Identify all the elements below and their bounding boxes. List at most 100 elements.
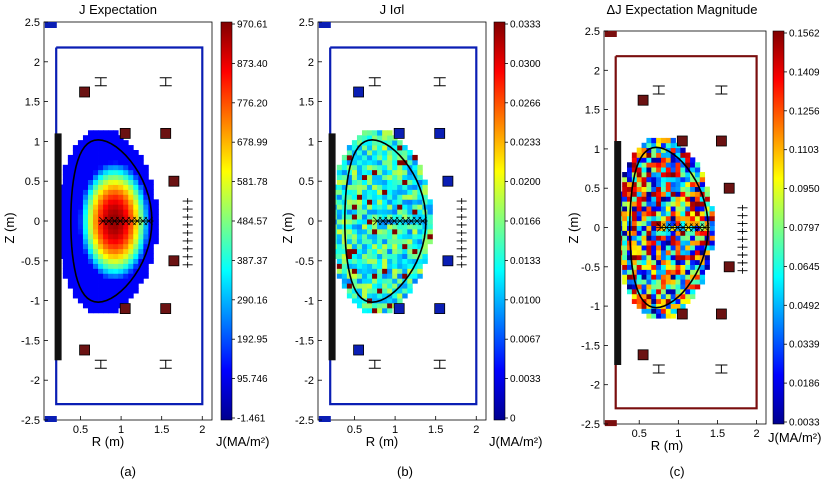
panel-a-colorbar-label: J(MA/m²)	[216, 434, 269, 449]
heatmap-cell	[77, 219, 84, 225]
ytick-label: -2	[30, 375, 40, 387]
flux-loop-marker	[456, 198, 467, 205]
heatmap-cell	[351, 228, 358, 235]
heatmap-cell	[377, 130, 383, 136]
heatmap-cell	[656, 245, 662, 251]
heatmap-cell	[690, 235, 696, 241]
heatmap-cell	[346, 184, 353, 190]
heatmap-cell	[143, 174, 149, 181]
panel-b: J Iσl 0.5 1 1.5 2 2.521.510.50-0.5-1-1.5-2-…	[280, 2, 542, 479]
heatmap-cell	[660, 284, 667, 290]
heatmap-cell	[143, 273, 149, 279]
xtick-label: 2	[199, 424, 205, 436]
panel-b-caption: (b)	[397, 464, 413, 479]
heatmap-cell	[113, 298, 119, 304]
heatmap-cell	[77, 233, 84, 240]
heatmap-cell	[62, 214, 69, 220]
heatmap-cell	[392, 263, 398, 269]
heatmap-cell	[412, 194, 418, 200]
heatmap-cell	[641, 235, 647, 241]
flux-loop-marker	[456, 221, 467, 228]
heatmap-cell	[118, 140, 124, 146]
heatmap-cell	[690, 215, 696, 222]
colorbar-tick-label: 0.0186	[789, 379, 820, 390]
heatmap-cell	[392, 233, 398, 240]
heatmap-cell	[636, 147, 642, 153]
heatmap-cell	[622, 240, 628, 246]
heatmap-cell	[87, 140, 94, 146]
heatmap-cell	[690, 284, 696, 290]
heatmap-cell	[636, 264, 642, 270]
heatmap-cell	[108, 199, 114, 205]
heatmap-cell	[387, 154, 393, 161]
heatmap-cell	[72, 224, 79, 230]
heatmap-cell	[660, 196, 667, 202]
heatmap-cell	[631, 152, 638, 158]
heatmap-cell	[93, 302, 99, 309]
heatmap-cell	[72, 209, 79, 215]
heatmap-cell	[77, 174, 84, 181]
heatmap-cell	[67, 184, 74, 190]
flux-loop-marker	[456, 261, 467, 268]
heatmap-cell	[351, 159, 358, 166]
heatmap-cell	[113, 228, 119, 235]
heatmap-cell	[412, 204, 418, 210]
heatmap-cell	[72, 194, 79, 200]
heatmap-cell	[113, 248, 119, 255]
heatmap-cell	[346, 283, 353, 289]
pf-coil	[676, 135, 688, 147]
heatmap-cell	[62, 228, 69, 235]
heatmap-cell	[62, 253, 69, 259]
heatmap-cell	[98, 307, 104, 314]
heatmap-cell	[636, 172, 642, 178]
heatmap-cell	[118, 164, 124, 171]
heatmap-cell	[660, 152, 667, 158]
heatmap-cell	[367, 154, 373, 161]
heatmap-cell	[67, 179, 74, 185]
heatmap-cell	[341, 184, 348, 190]
heatmap-cell	[113, 288, 119, 294]
heatmap-cell	[72, 258, 79, 264]
heatmap-cell	[143, 238, 149, 245]
heatmap-cell	[72, 145, 79, 151]
heatmap-cell	[382, 135, 388, 141]
heatmap-cell	[412, 199, 418, 205]
heatmap-cell	[382, 283, 388, 289]
heatmap-cell	[361, 150, 368, 156]
heatmap-cell	[651, 215, 657, 222]
heatmap-cell	[67, 238, 74, 245]
heatmap-cell	[382, 169, 388, 176]
heatmap-cell	[108, 273, 114, 279]
ytick-label: -2.5	[295, 415, 314, 427]
heatmap-cell	[93, 258, 99, 264]
heatmap-cell	[636, 284, 642, 290]
heatmap-cell	[680, 293, 686, 300]
heatmap-cell	[356, 278, 363, 284]
heatmap-cell	[690, 220, 696, 227]
heatmap-cell	[346, 214, 353, 220]
heatmap-cell	[133, 228, 139, 235]
heatmap-cell	[77, 199, 84, 205]
heatmap-cell	[361, 293, 368, 299]
flux-loop-marker	[737, 267, 748, 274]
heatmap-cell	[93, 194, 99, 200]
heatmap-cell	[397, 140, 403, 146]
heatmap-cell	[82, 253, 89, 259]
heatmap-cell	[138, 184, 144, 190]
heatmap-cell	[412, 169, 418, 176]
heatmap-cell	[392, 214, 398, 220]
heatmap-cell	[351, 273, 358, 279]
heatmap-cell	[341, 253, 348, 259]
heatmap-cell	[108, 298, 114, 304]
heatmap-cell	[397, 268, 403, 274]
heatmap-cell	[694, 279, 701, 285]
heatmap-cell	[138, 159, 144, 166]
heatmap-cell	[113, 204, 119, 210]
heatmap-cell	[675, 264, 681, 270]
heatmap-cell	[382, 293, 388, 299]
heatmap-cell	[118, 174, 124, 181]
heatmap-cell	[138, 278, 144, 284]
heatmap-cell	[636, 220, 642, 227]
heatmap-cell	[709, 215, 715, 222]
ytick-label: -2	[304, 375, 314, 387]
